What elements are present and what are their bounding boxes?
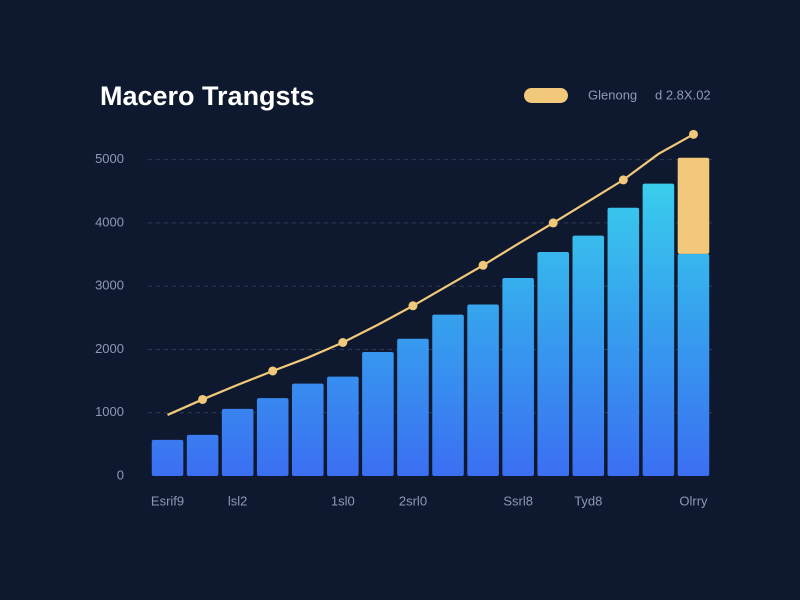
chart-title: Macero Trangsts [100, 81, 315, 111]
bar [151, 439, 184, 476]
bar [607, 207, 640, 476]
line-marker [408, 301, 418, 311]
bar [677, 253, 710, 476]
line-marker [338, 337, 348, 347]
line [167, 133, 695, 416]
line-marker [268, 366, 278, 376]
line-marker [548, 218, 558, 228]
annotation: d 2.8X.02 [655, 87, 711, 102]
bar [256, 398, 289, 476]
legend-label: Glenong [588, 87, 637, 102]
y-tick-label: 1000 [95, 404, 124, 419]
x-tick-label: lsl2 [228, 493, 248, 508]
bar [572, 235, 605, 476]
bar [467, 304, 499, 476]
y-tick-label: 5000 [95, 151, 124, 166]
bar [292, 383, 324, 476]
y-tick-label: 0 [117, 467, 124, 482]
legend-swatch [524, 88, 568, 103]
line-marker [478, 260, 488, 270]
bar [221, 408, 254, 476]
x-tick-label: 2srl0 [399, 493, 427, 508]
bar [186, 434, 219, 476]
bar [432, 314, 464, 476]
x-tick-label: 1sl0 [331, 493, 355, 508]
bar [502, 277, 534, 476]
line-marker [688, 129, 698, 139]
x-tick-label: Esrif9 [151, 493, 184, 508]
bar [642, 183, 675, 476]
bar [677, 157, 710, 254]
bar [537, 252, 569, 476]
x-tick-label: Ssrl8 [503, 493, 533, 508]
x-tick-label: Tyd8 [574, 493, 602, 508]
bar [327, 376, 359, 476]
x-tick-label: Olrry [679, 493, 708, 508]
y-tick-label: 3000 [95, 278, 124, 293]
y-tick-label: 2000 [95, 341, 124, 356]
line-marker [198, 394, 208, 404]
bar [362, 351, 394, 476]
bar [397, 338, 429, 476]
line-marker [618, 175, 628, 185]
y-tick-label: 4000 [95, 214, 124, 229]
